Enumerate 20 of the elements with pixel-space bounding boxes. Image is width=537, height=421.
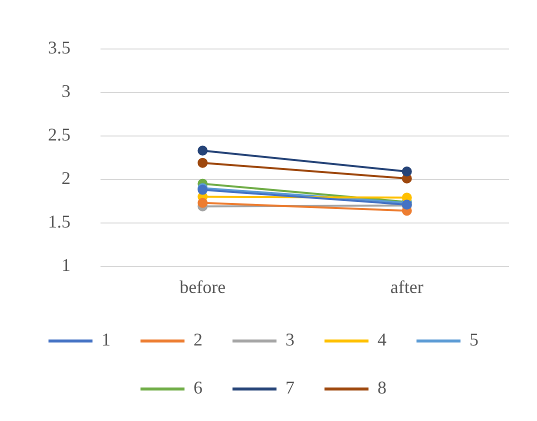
y-tick-label: 2.5: [48, 124, 70, 145]
legend-label: 8: [378, 378, 386, 398]
legend-label: 4: [378, 330, 386, 350]
point: [198, 146, 208, 156]
legend-label: 7: [286, 378, 294, 398]
legend-label: 6: [194, 378, 202, 398]
point: [198, 158, 208, 168]
legend-label: 3: [286, 330, 294, 350]
point: [402, 166, 412, 177]
x-tick-label: after: [390, 276, 424, 297]
legend-label: 5: [470, 330, 478, 350]
point: [198, 198, 208, 208]
y-tick-label: 2: [62, 168, 70, 188]
legend-label: 1: [102, 330, 110, 350]
legend-label: 2: [194, 330, 202, 350]
y-tick-label: 1: [62, 255, 70, 276]
y-tick-label: 3: [62, 81, 70, 102]
y-tick-label: 1.5: [48, 212, 70, 232]
y-tick-label: 3.5: [48, 38, 70, 58]
x-tick-label: before: [180, 276, 226, 297]
